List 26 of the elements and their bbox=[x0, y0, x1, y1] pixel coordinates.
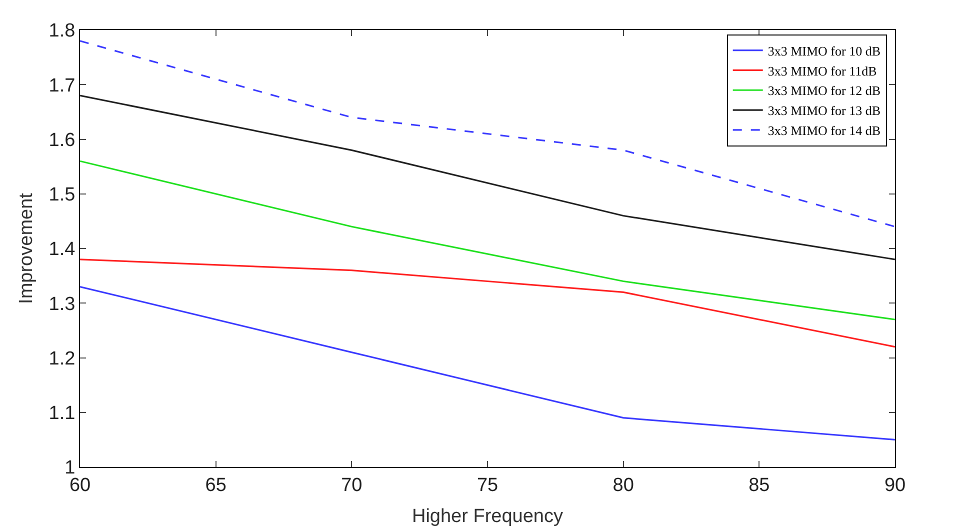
x-tick-label: 75 bbox=[476, 474, 498, 496]
legend-label: 3x3 MIMO for 14 dB bbox=[768, 122, 881, 138]
y-tick-label: 1.5 bbox=[48, 184, 76, 206]
x-tick-label: 85 bbox=[748, 474, 770, 496]
legend-label: 3x3 MIMO for 10 dB bbox=[768, 43, 881, 58]
y-tick-label: 1.2 bbox=[48, 348, 76, 370]
y-axis-title: Improvement bbox=[16, 192, 37, 304]
legend-label: 3x3 MIMO for 13 dB bbox=[768, 103, 881, 118]
line-series bbox=[80, 40, 895, 228]
line-series bbox=[80, 94, 895, 260]
legend-label: 3x3 MIMO for 12 dB bbox=[768, 83, 881, 98]
x-axis-title: Higher Frequency bbox=[412, 506, 564, 527]
line-series bbox=[80, 258, 895, 348]
x-tick-label: 65 bbox=[205, 474, 226, 496]
line-series bbox=[80, 160, 895, 320]
legend-label: 3x3 MIMO for 11dB bbox=[768, 63, 878, 78]
y-tick-label: 1.8 bbox=[48, 20, 76, 42]
x-tick-label: 70 bbox=[341, 474, 362, 496]
y-tick-label: 1.7 bbox=[48, 75, 76, 96]
y-tick-label: 1.4 bbox=[48, 239, 76, 260]
x-tick-label: 90 bbox=[884, 474, 906, 496]
line-series bbox=[80, 286, 895, 440]
y-tick-label: 1.1 bbox=[48, 403, 76, 424]
x-tick-label: 80 bbox=[612, 474, 634, 496]
y-tick-label: 1.6 bbox=[48, 130, 76, 151]
y-tick-label: 1.3 bbox=[48, 294, 76, 315]
